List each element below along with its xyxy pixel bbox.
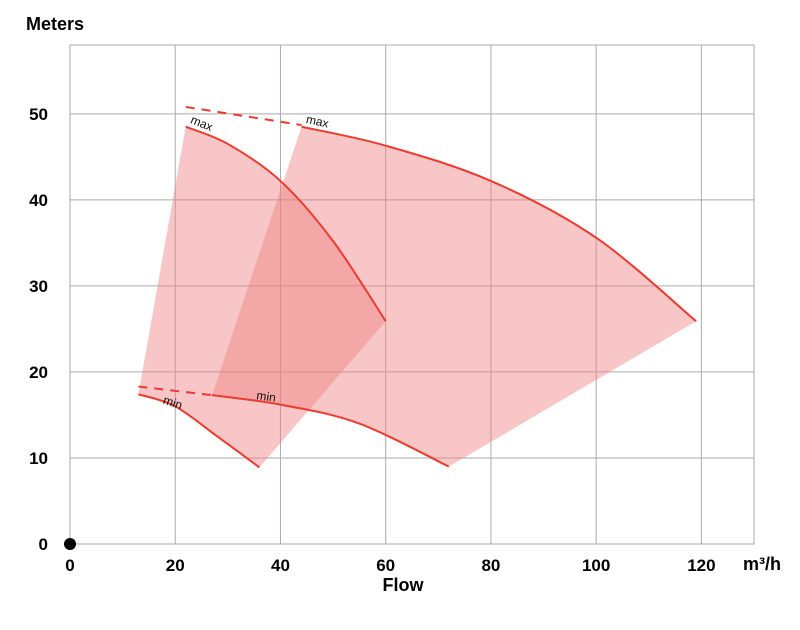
min-curve-label-2: min xyxy=(256,388,277,405)
plot-frame xyxy=(69,44,755,545)
y-tick-label: 10 xyxy=(29,449,48,468)
max-curve-2 xyxy=(301,125,697,322)
max-curve-1 xyxy=(185,125,387,322)
max-curve-label-2: max xyxy=(305,112,330,131)
y-tick-label: 30 xyxy=(29,277,48,296)
y-tick-label: 20 xyxy=(29,363,48,382)
min-curve-label-1: min xyxy=(161,393,184,412)
x-axis-title: Flow xyxy=(383,575,425,595)
x-axis-unit: m³/h xyxy=(743,554,781,574)
shade-group xyxy=(138,126,697,468)
max-dashed-extension xyxy=(185,105,302,127)
origin-marker xyxy=(64,538,76,550)
y-tick-label: 40 xyxy=(29,191,48,210)
y-tick-label: 50 xyxy=(29,105,48,124)
y-tick-label: 0 xyxy=(39,535,48,554)
x-tick-label: 120 xyxy=(687,556,715,575)
operating-range-area-1 xyxy=(138,126,386,468)
x-tick-label: 0 xyxy=(65,556,74,575)
x-tick-label: 40 xyxy=(271,556,290,575)
min-dashed-extension xyxy=(138,385,213,397)
y-axis-title: Meters xyxy=(26,14,84,34)
x-tick-label: 100 xyxy=(582,556,610,575)
x-tick-label: 80 xyxy=(481,556,500,575)
tick-labels: 0 20 40 60 80 100 120 0 10 20 30 40 50 xyxy=(29,105,715,575)
min-curve-1 xyxy=(138,393,261,469)
operating-range-area-2 xyxy=(212,126,697,467)
min-curve-2 xyxy=(211,394,450,468)
grid-group xyxy=(69,44,755,545)
x-tick-label: 60 xyxy=(376,556,395,575)
x-tick-label: 20 xyxy=(166,556,185,575)
